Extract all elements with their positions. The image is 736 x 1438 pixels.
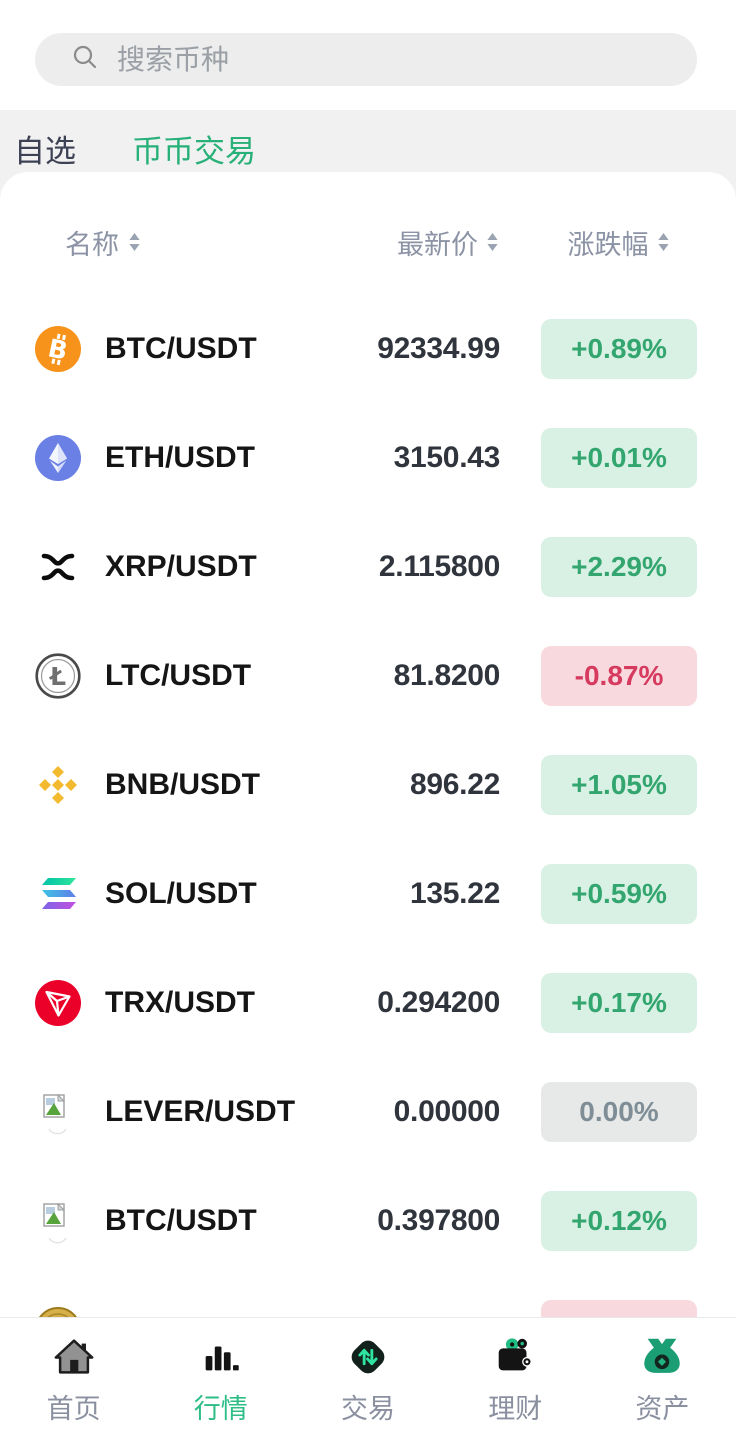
nav-item-trade[interactable]: 交易 (294, 1318, 441, 1438)
trade-arrows-icon (344, 1334, 392, 1380)
home-icon (50, 1334, 98, 1380)
sort-arrows-icon (127, 230, 142, 254)
change-badge: +0.59% (541, 863, 697, 924)
header-name-label: 名称 (65, 229, 119, 260)
price-value: 81.8200 (393, 658, 501, 692)
price-value: 3150.43 (393, 440, 501, 474)
nav-label: 首页 (46, 1394, 101, 1424)
sol-icon (35, 871, 81, 917)
change-badge: +1.05% (541, 754, 697, 815)
table-header-row: 名称 最新价 涨跌幅 (0, 224, 736, 260)
sort-arrows-icon (485, 230, 500, 254)
table-row[interactable]: SOL/USDT 135.22 +0.59% (0, 839, 736, 948)
pair-label: BNB/USDT (105, 767, 260, 801)
price-value: 2.115800 (378, 549, 500, 583)
pair-label: ETH/USDT (105, 440, 255, 474)
change-badge: +0.12% (541, 1190, 697, 1251)
xrp-icon (35, 543, 81, 590)
pair-label: BTC/USDT (105, 1203, 257, 1237)
table-row[interactable]: B BTC/USDT 92334.99 +0.89% (0, 294, 736, 403)
table-row[interactable]: TRX/USDT 0.294200 +0.17% (0, 948, 736, 1057)
price-value: 0.294200 (377, 985, 500, 1019)
table-row[interactable]: LEVER/USDT 0.00000 0.00% (0, 1057, 736, 1166)
price-value: 0.00000 (393, 1094, 501, 1128)
ltc-icon: Ł (35, 652, 81, 699)
change-badge: -0.87% (541, 645, 697, 706)
nav-label: 资产 (635, 1394, 690, 1424)
pair-label: BTC/USDT (105, 331, 257, 365)
market-list-card: 名称 最新价 涨跌幅 (0, 172, 736, 1438)
btc-icon: B (35, 325, 81, 372)
sort-arrows-icon (656, 230, 671, 254)
bnb-icon (35, 762, 81, 808)
broken-image-icon (35, 1089, 81, 1135)
trx-icon (35, 979, 81, 1026)
table-row[interactable]: ETH/USDT 3150.43 +0.01% (0, 403, 736, 512)
price-value: 92334.99 (377, 331, 500, 365)
wallet-coins-icon (491, 1334, 539, 1380)
table-row[interactable]: BTC/USDT 0.397800 +0.12% (0, 1166, 736, 1275)
table-row[interactable]: BNB/USDT 896.22 +1.05% (0, 730, 736, 839)
nav-label: 行情 (193, 1394, 248, 1424)
change-badge: 0.00% (541, 1081, 697, 1142)
broken-image-icon (35, 1198, 81, 1244)
search-icon (71, 43, 99, 76)
pair-label: TRX/USDT (105, 985, 255, 1019)
nav-label: 理财 (488, 1394, 543, 1424)
pair-label: SOL/USDT (105, 876, 257, 910)
nav-item-wealth[interactable]: 理财 (442, 1318, 589, 1438)
eth-icon (35, 434, 81, 481)
price-value: 135.22 (410, 876, 500, 910)
header-change-label: 涨跌幅 (567, 229, 649, 260)
sort-by-name[interactable]: 名称 (65, 223, 335, 262)
table-row[interactable]: XRP/USDT 2.115800 +2.29% (0, 512, 736, 621)
price-value: 896.22 (410, 767, 500, 801)
search-input[interactable] (115, 42, 639, 77)
money-bag-icon (638, 1334, 686, 1380)
pair-label: LEVER/USDT (105, 1094, 296, 1128)
tab-favorites[interactable]: 自选 (14, 134, 76, 169)
table-row[interactable]: Ł LTC/USDT 81.8200 -0.87% (0, 621, 736, 730)
nav-item-home[interactable]: 首页 (0, 1318, 147, 1438)
pair-label: XRP/USDT (105, 549, 257, 583)
search-bar[interactable] (35, 33, 697, 86)
sort-by-price[interactable]: 最新价 (335, 223, 500, 262)
svg-text:Ł: Ł (48, 662, 66, 691)
header-price-label: 最新价 (397, 229, 478, 260)
price-value: 0.397800 (377, 1203, 500, 1237)
change-badge: +0.89% (541, 318, 697, 379)
nav-item-markets[interactable]: 行情 (147, 1318, 294, 1438)
bottom-nav: 首页 行情 交易 (0, 1317, 736, 1438)
sort-by-change[interactable]: 涨跌幅 (541, 223, 697, 262)
change-badge: +0.01% (541, 427, 697, 488)
nav-label: 交易 (341, 1394, 395, 1424)
pair-label: LTC/USDT (105, 658, 252, 692)
nav-item-assets[interactable]: 资产 (589, 1318, 736, 1438)
market-rows: B BTC/USDT 92334.99 +0.89% (0, 294, 736, 1384)
tab-spot-trading[interactable]: 币币交易 (132, 126, 256, 186)
bar-chart-icon (197, 1334, 245, 1380)
change-badge: +2.29% (541, 536, 697, 597)
change-badge: +0.17% (541, 972, 697, 1033)
